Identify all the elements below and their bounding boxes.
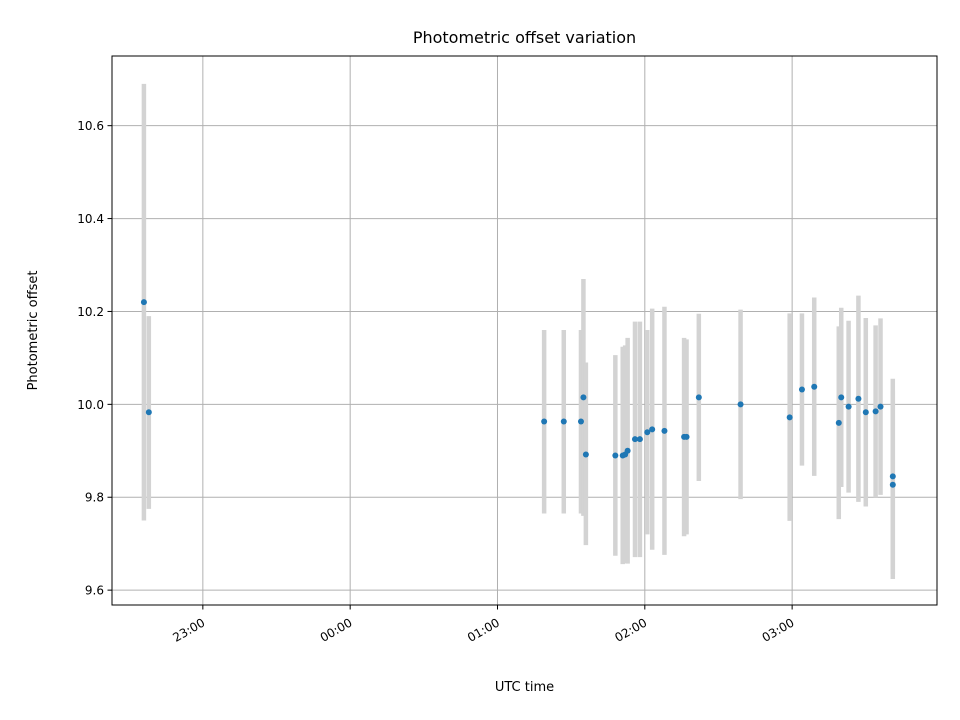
data-point [541, 418, 548, 425]
data-point [580, 394, 587, 401]
data-point [612, 452, 619, 459]
data-points [140, 299, 896, 488]
data-point [872, 408, 879, 415]
x-axis-label: UTC time [495, 680, 554, 695]
data-point [636, 436, 643, 443]
data-point [855, 395, 862, 402]
plot-frame [111, 55, 938, 606]
data-point [631, 436, 638, 443]
y-tick-label: 10.4 [77, 212, 104, 226]
data-point [835, 419, 842, 426]
y-tick-label: 9.6 [85, 584, 104, 598]
y-tick-label: 9.8 [85, 491, 104, 505]
data-point [644, 429, 651, 436]
data-point [862, 409, 869, 416]
data-point [140, 299, 147, 306]
data-point [577, 418, 584, 425]
data-point [560, 418, 567, 425]
data-point [811, 383, 818, 390]
data-point [877, 403, 884, 410]
data-point [695, 394, 702, 401]
data-point [838, 394, 845, 401]
data-point [624, 447, 631, 454]
data-point [145, 409, 152, 416]
y-axis-label: Photometric offset [26, 271, 41, 391]
chart-title: Photometric offset variation [413, 28, 636, 47]
y-tick-label: 10.0 [77, 398, 104, 412]
data-point [798, 386, 805, 393]
data-point [889, 473, 896, 480]
grid [112, 56, 937, 605]
y-axis-ticks: 9.6 9.8 10.0 10.2 10.4 10.6 [77, 119, 112, 598]
data-point [889, 481, 896, 488]
data-point [683, 433, 690, 440]
data-point [649, 426, 656, 433]
data-point [737, 401, 744, 408]
y-tick-label: 10.2 [77, 305, 104, 319]
y-tick-label: 10.6 [77, 119, 104, 133]
data-point [582, 451, 589, 458]
data-point [661, 427, 668, 434]
data-point [786, 414, 793, 421]
data-point [845, 403, 852, 410]
